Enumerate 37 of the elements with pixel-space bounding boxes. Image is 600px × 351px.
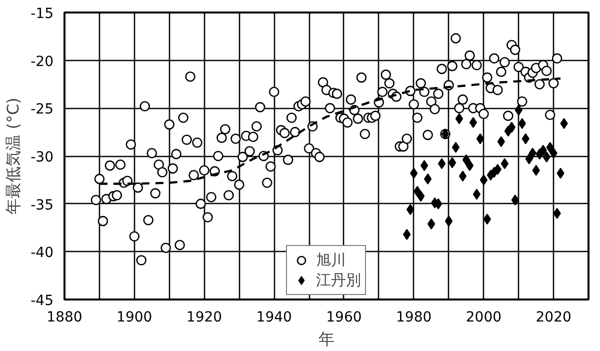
x-tick-label: 1920: [186, 310, 222, 326]
point: [452, 142, 460, 153]
point: [462, 154, 470, 166]
point: [448, 157, 456, 168]
legend-label: 江丹別: [316, 270, 361, 290]
y-tick-label: -30: [30, 150, 54, 166]
legend-label: 旭川: [316, 250, 346, 270]
point: [438, 158, 446, 170]
point: [458, 170, 467, 182]
point: [483, 214, 492, 225]
y-tick-label: -40: [30, 245, 54, 262]
x-axis-title: 年: [318, 330, 334, 348]
y-tick-label: -45: [30, 293, 54, 309]
x-tick-label: 1900: [116, 310, 152, 326]
x-tick-label: 1980: [396, 310, 432, 326]
point: [416, 190, 425, 202]
x-tick-label: 1960: [326, 310, 362, 326]
point: [469, 117, 478, 128]
y-tick-label: -20: [30, 54, 54, 70]
x-tick-label: 1880: [46, 310, 82, 326]
point: [455, 113, 464, 124]
point: [494, 164, 502, 175]
point: [480, 174, 488, 186]
point: [466, 160, 474, 172]
y-tick-label: -15: [30, 6, 54, 22]
point: [444, 216, 453, 227]
y-axis-title: 年最低気温 (°C): [4, 98, 23, 214]
y-tick-label: -25: [30, 102, 54, 118]
point: [420, 160, 428, 172]
point: [472, 188, 481, 200]
x-tick-label: 2020: [536, 310, 572, 326]
x-tick-label: 2000: [466, 310, 502, 326]
point: [427, 218, 436, 230]
point: [424, 173, 432, 184]
y-tick-label: -35: [30, 197, 54, 214]
point: [476, 133, 484, 144]
x-tick-label: 1940: [256, 310, 292, 326]
